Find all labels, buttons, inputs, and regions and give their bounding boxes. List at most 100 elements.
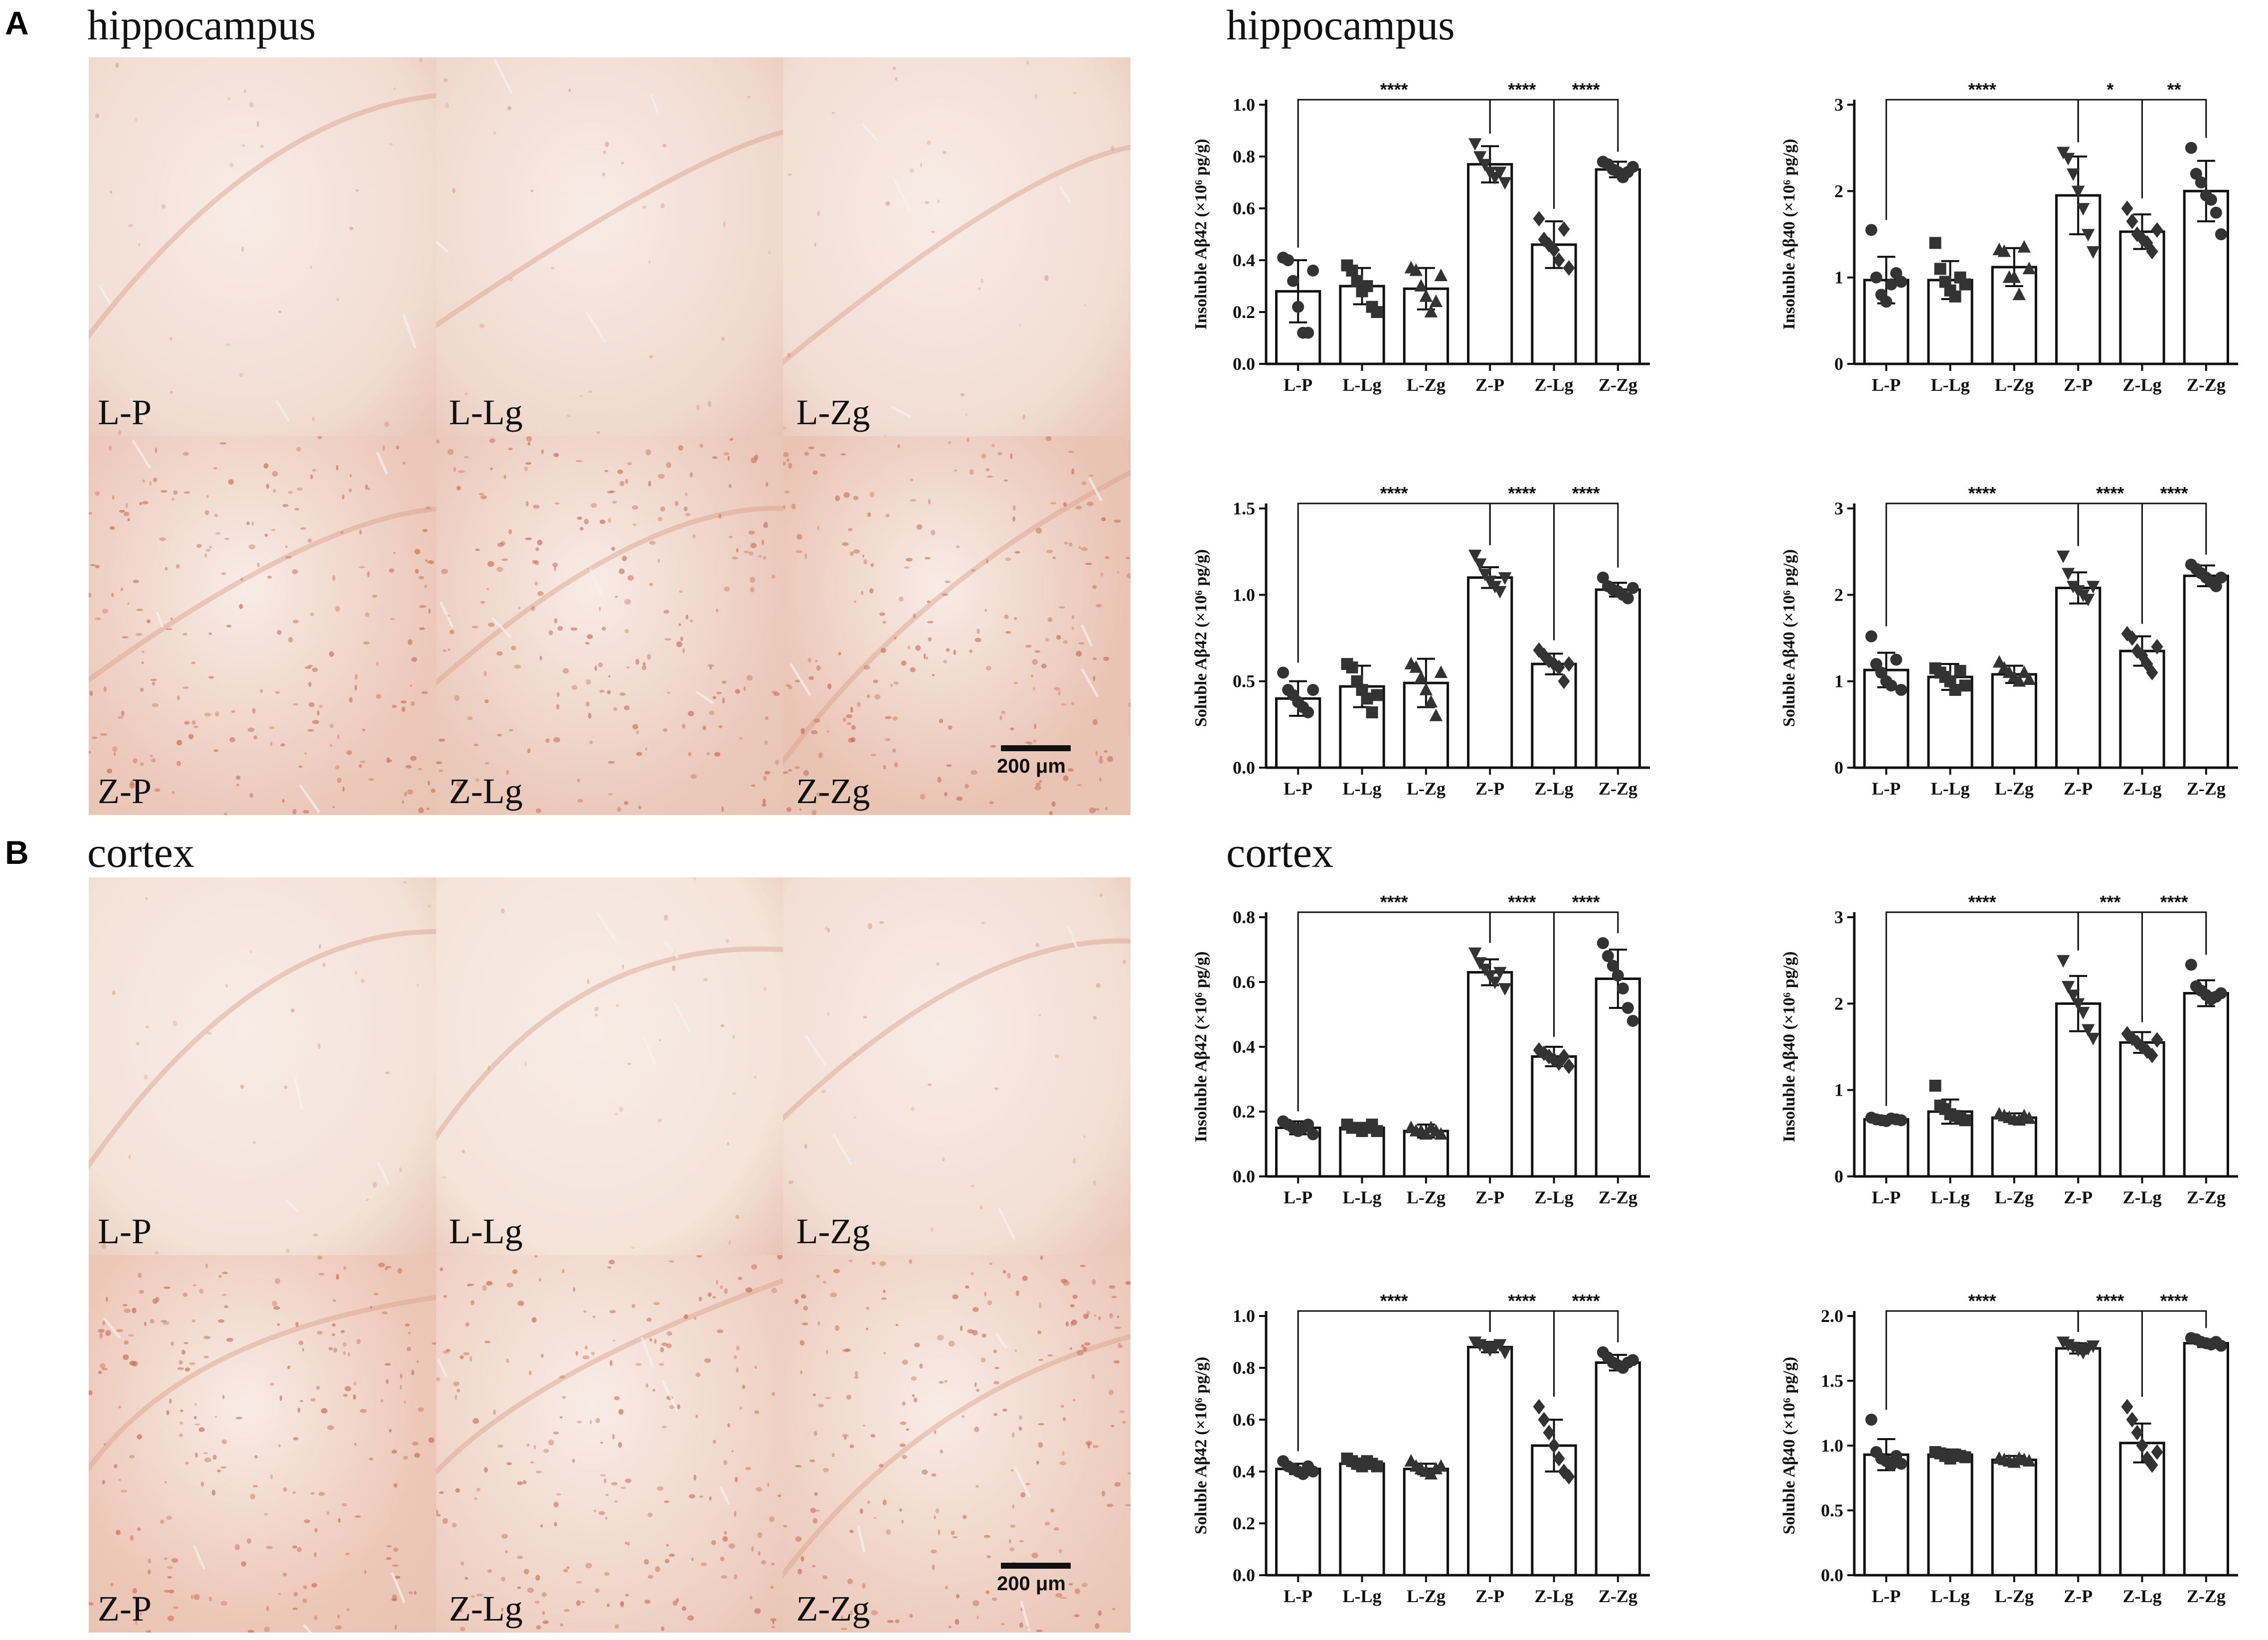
bar-z-p [1467,163,1513,365]
data-point [1880,296,1893,308]
significance-bracket [1885,99,2079,220]
tile-label: Z-P [98,1589,152,1629]
data-point [1419,1127,1433,1140]
x-tick-label: L-Zg [1407,375,1446,395]
data-point [2066,168,2080,181]
scale-bar-label: 200 μm [997,1573,1066,1595]
bar-l-p [1863,1118,1910,1178]
data-point [2022,1111,2036,1124]
data-point [2126,213,2138,229]
data-point [1473,957,1487,970]
y-tick-label: 2 [1834,993,1843,1013]
data-point [2007,270,2021,283]
y-tick-label: 0.2 [1233,1102,1255,1122]
data-point [2146,664,2158,680]
micrograph-texture [783,61,1131,436]
data-point [2086,1340,2100,1353]
micrograph-tile-l-zg: L-Zg [783,57,1131,436]
data-point [2215,1339,2227,1352]
micrograph-tile-z-p: Z-P [89,1255,436,1633]
data-point [2146,1047,2158,1063]
x-tick-label: L-Lg [1931,375,1969,395]
data-point [1895,684,1908,696]
micrograph-texture [89,436,436,815]
micrograph-tile-z-p: Z-P [89,436,436,815]
x-tick-label: Z-Zg [2187,779,2226,799]
data-point [2081,594,2095,607]
micrograph-texture [89,881,436,1255]
bar-z-lg [1531,1055,1577,1178]
data-point [1929,237,1942,249]
data-point [1626,1354,1639,1366]
x-tick-label: Z-Lg [2122,1187,2161,1207]
significance-bracket [1553,99,1619,209]
data-point [2215,987,2227,999]
data-point [1478,568,1492,582]
data-point [1493,586,1507,599]
data-point [1434,665,1448,678]
data-point [2081,229,2095,242]
y-tick-label: 0.0 [1233,354,1255,374]
y-tick-label: 0.8 [1233,1358,1255,1378]
y-tick-label: 3 [1834,95,1843,115]
data-point [2136,1438,2148,1454]
significance-bracket [2141,911,2207,1022]
data-point [1307,1128,1319,1141]
data-point [1498,572,1512,585]
bar-z-p [1467,1345,1513,1577]
data-point [1543,1425,1555,1441]
significance-label: **** [1968,79,1996,100]
data-point [2071,185,2085,198]
y-tick-label: 0.0 [1233,758,1255,778]
x-tick-label: Z-P [2064,1586,2093,1606]
x-tick-label: L-Lg [1931,779,1969,799]
tile-label: Z-Zg [796,771,870,811]
bar-l-p [1275,1468,1321,1577]
x-tick-label: L-P [1284,375,1312,395]
bar-z-lg [2119,230,2165,365]
data-point [1533,1399,1545,1415]
significance-bracket [1553,1310,1619,1397]
chart-title-hippocampus: hippocampus [1226,1,1455,49]
y-tick-label: 0.0 [1233,1565,1255,1585]
micrograph-texture [89,1255,436,1633]
x-tick-label: L-Zg [1995,1187,2034,1207]
data-point [1346,661,1358,673]
data-point [1617,983,1629,994]
x-tick-label: L-Lg [1342,1187,1381,1207]
x-tick-label: L-Lg [1342,1586,1381,1606]
y-tick-label: 0 [1834,354,1843,374]
y-tick-label: 1 [1834,268,1843,288]
data-point [1493,967,1507,980]
bar-l-zg [1991,1459,2037,1577]
data-point [1478,159,1492,171]
data-point [2215,571,2227,584]
data-point [1533,211,1545,227]
data-point [1409,660,1423,673]
data-point [1959,278,1971,291]
chart-title-cortex: cortex [1226,828,1333,876]
micrograph-texture [436,1255,784,1632]
micrograph-tile-l-lg: L-Lg [436,57,784,436]
x-tick-label: Z-Zg [1599,1586,1637,1606]
bar-l-zg [1991,673,2037,769]
data-point [1558,1048,1570,1065]
data-point [1621,1002,1634,1014]
data-point [2022,1454,2036,1467]
significance-label: **** [2160,483,2188,503]
x-tick-label: L-P [1284,779,1312,799]
data-point [1865,224,1878,236]
tile-label: L-P [98,392,152,432]
x-tick-label: L-Lg [1342,779,1381,799]
data-point [1558,673,1570,689]
significance-label: **** [1380,79,1408,100]
bar-z-lg [2119,1041,2165,1178]
micrograph-texture [783,1255,1131,1632]
chart-cortex-insoluble-ab40: Insoluble Aβ40 (×10⁶ pg/g) 0 1 2 3 L-P L-Lg L-Z… [1780,892,2238,1207]
data-point [1277,666,1290,679]
micrograph-tile-z-zg: Z-Zg [783,1255,1131,1633]
significance-bracket [2077,99,2143,198]
bar-z-zg [2183,574,2229,769]
data-point [1468,549,1482,562]
data-point [2121,626,2133,642]
